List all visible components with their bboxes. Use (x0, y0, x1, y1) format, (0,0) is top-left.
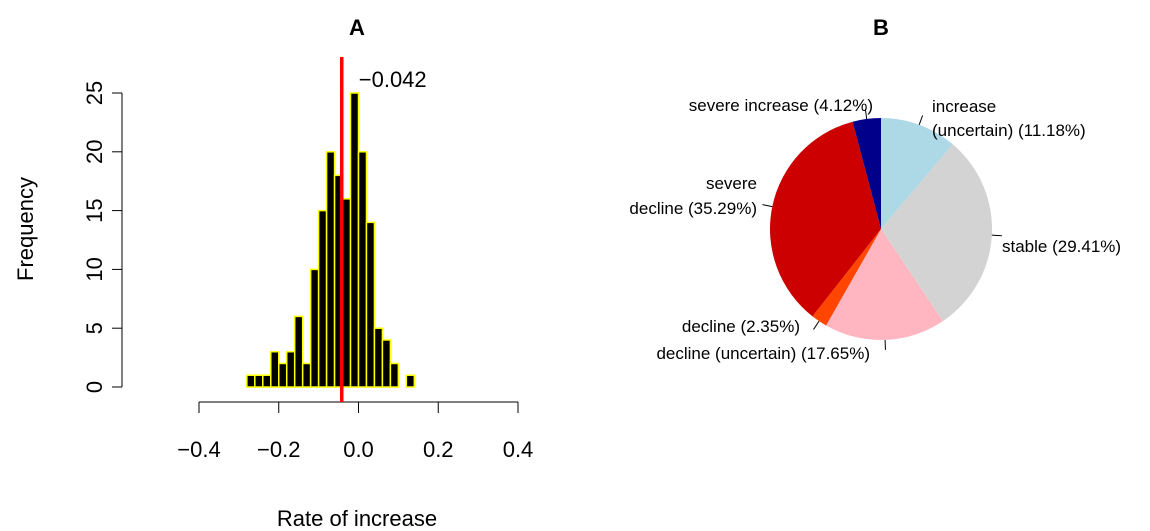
hist-bar (325, 151, 336, 388)
pie-slice-label: increase (932, 97, 996, 116)
histogram-panel: A Rate of increase Frequency 0510152025 … (13, 15, 533, 531)
hist-bar (293, 315, 304, 388)
hist-bar (262, 374, 272, 388)
pie-slice (881, 118, 953, 229)
hist-bar (357, 151, 368, 388)
pie-leader-line (864, 108, 868, 119)
pie-slice (826, 229, 943, 340)
hist-bar (285, 350, 296, 388)
hist-bar (341, 198, 352, 388)
pie-slice-label: decline (uncertain) (17.65%) (656, 344, 870, 363)
hist-title: A (349, 15, 365, 40)
pie-slice-label: severe (706, 174, 757, 193)
y-tick-label: 25 (82, 81, 107, 105)
y-tick-label: 10 (82, 257, 107, 281)
hist-ylabel: Frequency (13, 177, 38, 281)
mean-label: −0.042 (359, 67, 427, 92)
hist-bar (405, 374, 416, 388)
pie-panel: B increase (uncertain) (11.18%) stable (29… (629, 15, 1121, 363)
pie-leader-line (991, 234, 1002, 237)
pie-slice-label: decline (2.35%) (682, 317, 800, 336)
pie-title: B (873, 15, 889, 40)
hist-xlabel: Rate of increase (277, 506, 437, 531)
pie-slice-label: severe increase (4.12%) (689, 96, 873, 115)
pie-slice (812, 229, 881, 326)
hist-bar (246, 374, 256, 388)
x-tick-label: 0.4 (503, 437, 534, 462)
hist-bar (317, 209, 328, 388)
pie-slice-label: decline (35.29%) (629, 199, 757, 218)
pie-slice-label: (uncertain) (11.18%) (932, 121, 1086, 140)
pie-leader-line (918, 115, 924, 125)
hist-bar (309, 268, 320, 388)
pie-slice (770, 121, 881, 317)
hist-bar (365, 221, 376, 388)
pie-slice (881, 144, 993, 322)
y-tick-label: 20 (82, 140, 107, 164)
hist-bar (254, 374, 264, 388)
hist-bar (389, 362, 400, 388)
x-tick-label: −0.4 (177, 437, 220, 462)
pie-leader-line (762, 204, 773, 208)
hist-bar (270, 350, 280, 388)
pie-slice-label: stable (29.41%) (1002, 237, 1121, 256)
x-tick-label: 0.2 (423, 437, 454, 462)
pie-slice (852, 118, 881, 229)
hist-bar (381, 339, 392, 388)
y-tick-label: 0 (82, 381, 107, 393)
x-tick-label: 0.0 (343, 437, 374, 462)
pie-leader-line (813, 320, 820, 330)
hist-bar (278, 362, 288, 388)
y-tick-label: 5 (82, 322, 107, 334)
hist-bar (301, 362, 312, 388)
y-tick-label: 15 (82, 198, 107, 222)
x-tick-label: −0.2 (257, 437, 300, 462)
hist-bar (373, 327, 384, 388)
hist-bar (349, 92, 360, 388)
